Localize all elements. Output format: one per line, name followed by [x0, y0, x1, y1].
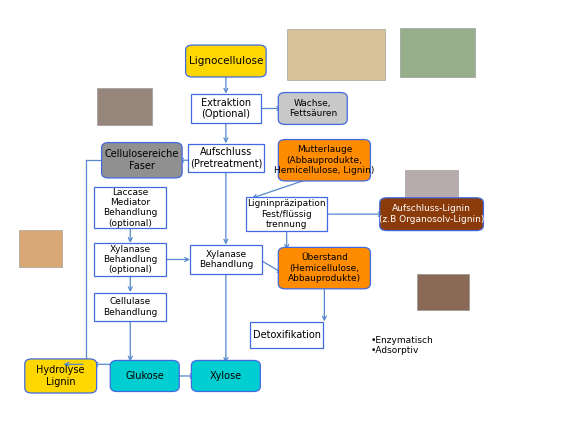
Text: Glukose: Glukose: [125, 371, 164, 381]
FancyBboxPatch shape: [102, 142, 182, 178]
FancyBboxPatch shape: [417, 274, 469, 310]
Text: Detoxifikation: Detoxifikation: [253, 330, 321, 340]
FancyBboxPatch shape: [287, 29, 385, 80]
Text: Xylose: Xylose: [210, 371, 242, 381]
FancyBboxPatch shape: [405, 170, 457, 202]
FancyBboxPatch shape: [25, 359, 97, 393]
FancyBboxPatch shape: [94, 187, 167, 228]
FancyBboxPatch shape: [250, 323, 323, 347]
FancyBboxPatch shape: [191, 361, 260, 392]
FancyBboxPatch shape: [246, 197, 327, 232]
Text: Cellulosereiche
Faser: Cellulosereiche Faser: [105, 149, 179, 171]
FancyBboxPatch shape: [94, 243, 167, 276]
FancyBboxPatch shape: [185, 45, 266, 77]
FancyBboxPatch shape: [380, 198, 483, 231]
FancyBboxPatch shape: [278, 139, 370, 181]
Text: Laccase
Mediator
Behandlung
(optional): Laccase Mediator Behandlung (optional): [103, 187, 157, 228]
FancyBboxPatch shape: [278, 93, 347, 125]
Text: Aufschluss
(Pretreatment): Aufschluss (Pretreatment): [190, 147, 262, 169]
Text: Cellulase
Behandlung: Cellulase Behandlung: [103, 297, 157, 317]
Text: Ligninpräzipation
Fest/flüssig
trennung: Ligninpräzipation Fest/flüssig trennung: [247, 199, 326, 229]
FancyBboxPatch shape: [188, 144, 263, 172]
Text: Xylanase
Behandlung: Xylanase Behandlung: [199, 250, 253, 269]
Text: Mutterlauge
(Abbauprodukte,
Hemicellulose, Lignin): Mutterlauge (Abbauprodukte, Hemicellulos…: [274, 146, 374, 175]
Text: Überstand
(Hemicellulose,
Abbauprodukte): Überstand (Hemicellulose, Abbauprodukte): [288, 253, 361, 283]
FancyBboxPatch shape: [190, 246, 262, 274]
FancyBboxPatch shape: [191, 94, 261, 122]
Text: Hydrolyse
Lignin: Hydrolyse Lignin: [36, 365, 85, 387]
Text: Xylanase
Behandlung
(optional): Xylanase Behandlung (optional): [103, 245, 157, 274]
Text: Aufschluss-Lignin
(z.B Organosolv-Lignin): Aufschluss-Lignin (z.B Organosolv-Lignin…: [379, 205, 484, 224]
FancyBboxPatch shape: [278, 247, 370, 289]
FancyBboxPatch shape: [97, 88, 152, 125]
Text: •Enzymatisch
•Adsorptiv: •Enzymatisch •Adsorptiv: [371, 336, 433, 355]
FancyBboxPatch shape: [110, 361, 179, 392]
Text: Wachse,
Fettsäuren: Wachse, Fettsäuren: [288, 99, 337, 118]
FancyBboxPatch shape: [94, 293, 167, 321]
FancyBboxPatch shape: [19, 230, 62, 267]
Text: Lignocellulose: Lignocellulose: [189, 56, 263, 66]
Text: Extraktion
(Optional): Extraktion (Optional): [201, 98, 251, 119]
FancyBboxPatch shape: [400, 28, 475, 77]
